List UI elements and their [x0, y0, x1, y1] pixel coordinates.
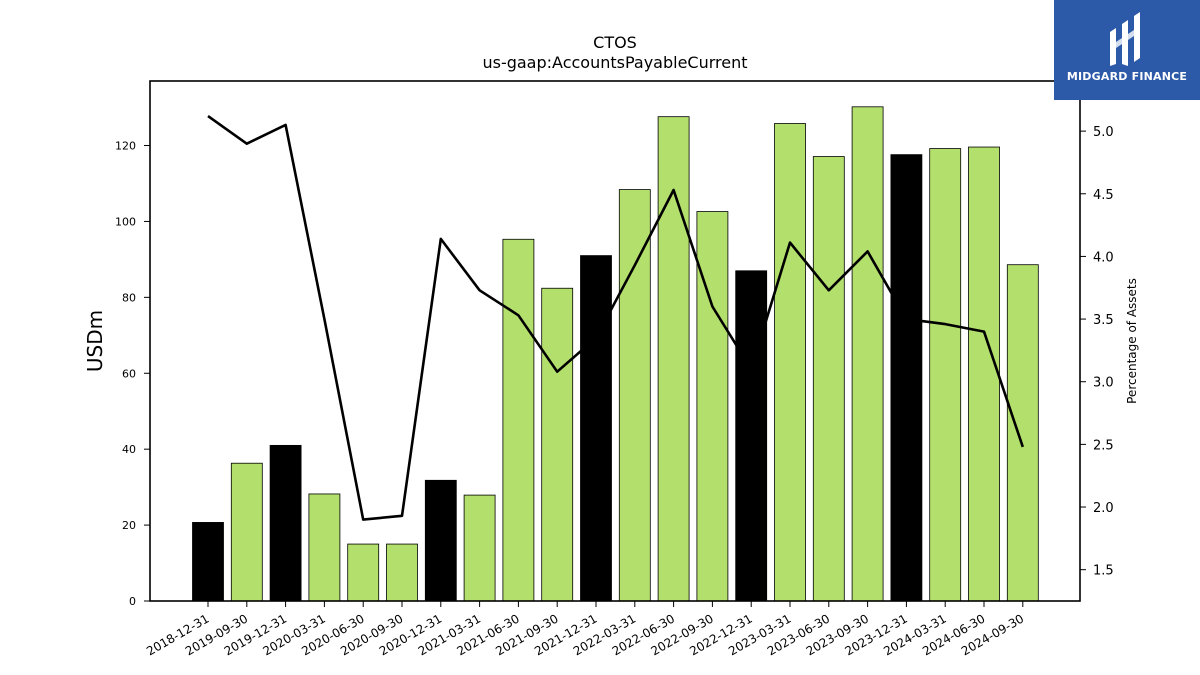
y-tick-label: 0 — [129, 595, 136, 608]
plot-frame — [149, 80, 1081, 602]
y2-tick-label: 3.0 — [1093, 376, 1114, 391]
bar-2024-09-30 — [1006, 264, 1039, 602]
brand-name: MIDGARD FINANCE — [1066, 70, 1188, 83]
bar-2020-09-30 — [386, 543, 418, 602]
bar-2021-12-31 — [580, 255, 612, 602]
chart-subtitle: us-gaap:AccountsPayableCurrent — [482, 53, 747, 72]
y-tick-label: 100 — [115, 215, 136, 228]
y-axis-label: USDm — [83, 310, 107, 372]
logo-mark-icon — [1110, 12, 1140, 66]
bar-2020-12-31 — [424, 479, 457, 602]
left-axis-ticks: 0 20 40 60 80 100 120 — [115, 140, 150, 608]
bar-2023-09-30 — [851, 106, 884, 602]
bar-2020-03-31 — [308, 493, 341, 602]
y-tick-label: 120 — [115, 140, 136, 153]
bar-2023-03-31 — [774, 123, 806, 602]
right-axis-ticks: 1.5 2.0 2.5 3.0 3.5 4.0 4.5 5.0 — [1080, 125, 1114, 579]
bars-group — [192, 106, 1039, 602]
bar-2022-12-31 — [735, 270, 768, 602]
y-tick-label: 60 — [122, 367, 136, 380]
y2-tick-label: 3.5 — [1093, 313, 1114, 328]
y2-tick-label: 2.0 — [1093, 501, 1114, 516]
brand-logo: MIDGARD FINANCE — [1054, 0, 1200, 100]
bar-2019-09-30 — [230, 462, 263, 602]
y2-tick-label: 1.5 — [1093, 564, 1114, 579]
y2-tick-label: 4.0 — [1093, 250, 1114, 265]
y2-axis-label: Percentage of Assets — [1125, 278, 1139, 404]
bar-2024-03-31 — [929, 148, 962, 602]
y2-tick-label: 4.5 — [1093, 188, 1114, 203]
bar-2024-06-30 — [968, 146, 1000, 602]
y2-tick-label: 2.5 — [1093, 438, 1114, 453]
y-tick-label: 40 — [122, 443, 136, 456]
percentage-line — [207, 115, 1025, 521]
bar-2022-03-31 — [618, 189, 651, 602]
bar-2021-03-31 — [463, 494, 496, 602]
bar-2018-12-31 — [192, 522, 224, 602]
bar-2021-06-30 — [502, 238, 535, 602]
y2-tick-label: 5.0 — [1093, 125, 1114, 140]
x-axis-ticks: 2018-12-312019-09-302019-12-312020-03-31… — [144, 601, 1026, 658]
y-tick-label: 20 — [122, 519, 136, 532]
y-tick-label: 80 — [122, 291, 136, 304]
bar-2020-06-30 — [347, 543, 380, 602]
bar-2022-06-30 — [657, 116, 690, 602]
bar-2021-09-30 — [541, 287, 574, 602]
chart-title: CTOS — [593, 33, 637, 52]
bar-2019-12-31 — [269, 444, 302, 602]
bar-2023-12-31 — [890, 154, 923, 602]
line-group — [207, 115, 1025, 521]
bar-2023-06-30 — [812, 156, 845, 602]
